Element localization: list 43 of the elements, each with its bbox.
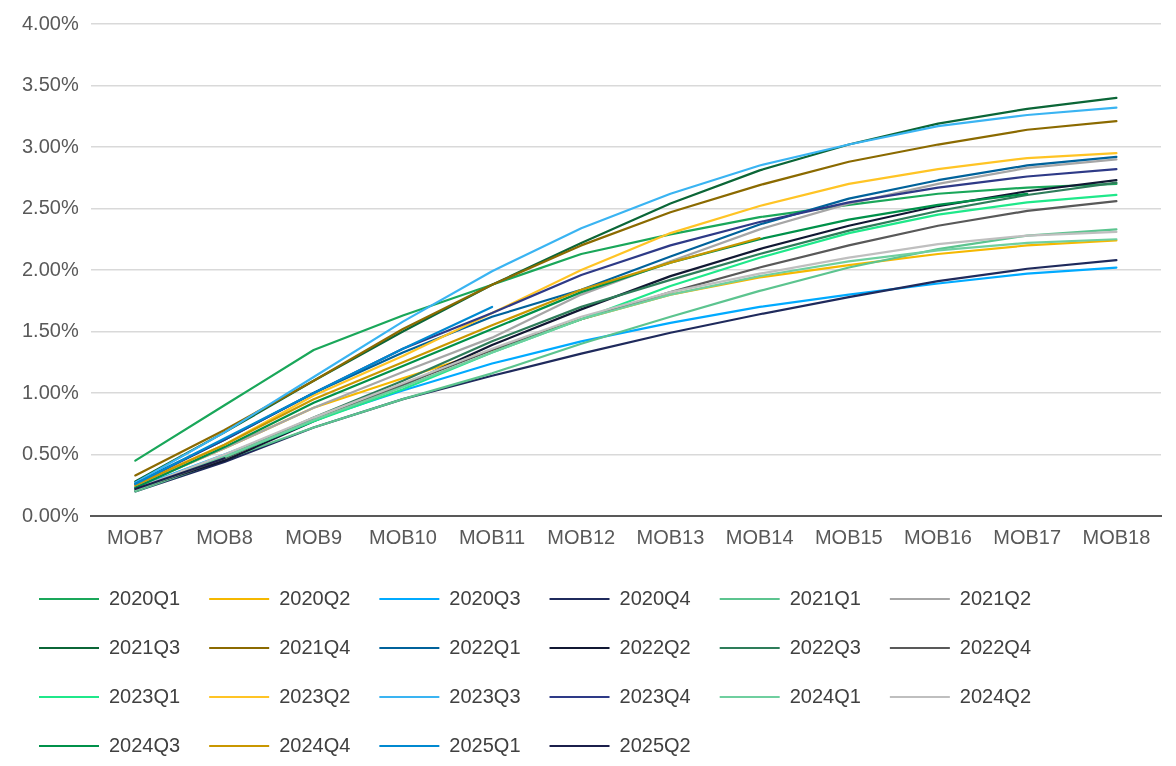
legend-label: 2023Q3 (449, 684, 521, 707)
y-tick-label: 0.50% (21, 442, 79, 465)
legend-label: 2023Q4 (619, 684, 691, 707)
legend-label: 2020Q2 (279, 586, 351, 609)
x-tick-label: MOB14 (725, 525, 794, 548)
legend-label: 2023Q1 (109, 684, 181, 707)
legend-label: 2021Q4 (279, 635, 351, 658)
legend-label: 2024Q1 (789, 684, 861, 707)
y-tick-label: 2.00% (21, 257, 79, 280)
y-tick-label: 3.50% (21, 73, 79, 96)
x-tick-label: MOB13 (636, 525, 705, 548)
legend-label: 2025Q2 (619, 733, 691, 756)
x-tick-label: MOB11 (458, 525, 526, 548)
legend-label: 2020Q1 (109, 586, 181, 609)
legend-label: 2024Q2 (959, 684, 1032, 707)
legend-label: 2021Q3 (109, 635, 181, 658)
x-tick-label: MOB17 (993, 525, 1062, 548)
x-tick-label: MOB8 (196, 525, 253, 548)
legend-label: 2024Q3 (109, 733, 181, 756)
y-tick-label: 3.00% (21, 134, 79, 157)
y-tick-label: 1.50% (21, 319, 79, 342)
legend-label: 2022Q3 (789, 635, 861, 658)
x-tick-label: MOB10 (368, 525, 437, 548)
y-tick-label: 1.00% (21, 380, 79, 403)
legend-label: 2023Q2 (279, 684, 351, 707)
y-tick-label: 2.50% (21, 196, 79, 219)
legend-label: 2025Q1 (449, 733, 521, 756)
x-tick-label: MOB16 (904, 525, 972, 548)
x-tick-label: MOB18 (1082, 525, 1151, 548)
legend-label: 2022Q4 (959, 635, 1032, 658)
legend-label: 2022Q2 (619, 635, 691, 658)
legend-label: 2020Q4 (619, 586, 691, 609)
legend-label: 2024Q4 (279, 733, 351, 756)
y-tick-label: 4.00% (21, 11, 79, 34)
x-tick-label: MOB15 (814, 525, 883, 548)
x-tick-label: MOB12 (547, 525, 616, 548)
legend-label: 2021Q2 (959, 586, 1032, 609)
legend-label: 2022Q1 (449, 635, 521, 658)
x-tick-label: MOB7 (106, 525, 164, 548)
legend-label: 2021Q1 (789, 586, 861, 609)
y-tick-label: 0.00% (21, 503, 79, 526)
x-tick-label: MOB9 (285, 525, 343, 548)
legend-label: 2020Q3 (449, 586, 521, 609)
